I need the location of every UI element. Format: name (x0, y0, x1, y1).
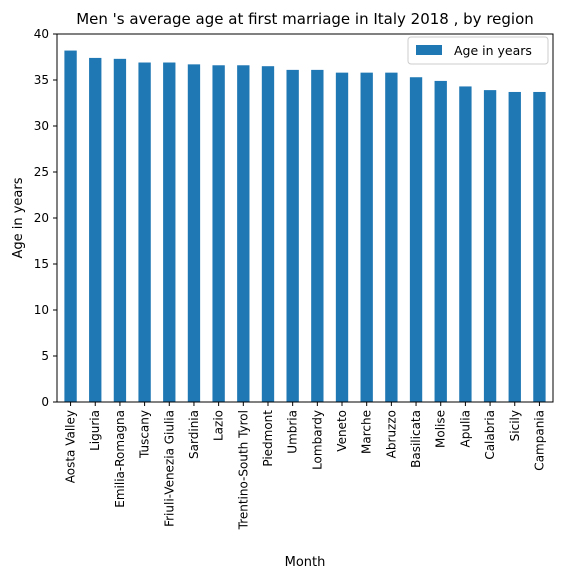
y-tick-label: 30 (34, 119, 49, 133)
x-axis: Aosta Valley Liguria Emilia-Romagna Tuscany… (64, 402, 546, 530)
x-tick-label: Umbria (286, 410, 300, 454)
bar (64, 50, 77, 403)
legend-swatch (416, 45, 442, 55)
bar (360, 72, 373, 402)
bar (89, 57, 102, 403)
x-tick-label: Abruzzo (384, 410, 398, 458)
y-tick-label: 5 (41, 349, 49, 363)
bar (237, 65, 250, 402)
bar (163, 62, 176, 403)
bar (113, 58, 127, 403)
chart-title: Men 's average age at first marriage in … (76, 10, 534, 28)
y-tick-label: 0 (41, 395, 49, 409)
x-tick-label: Sardinia (187, 410, 201, 459)
y-tick-label: 20 (34, 211, 49, 225)
bar (508, 91, 521, 403)
bar (459, 86, 472, 402)
x-tick-label: Campania (532, 410, 546, 471)
legend-label: Age in years (454, 43, 532, 58)
x-tick-label: Lombardy (310, 410, 324, 470)
x-tick-label: Apulia (458, 410, 472, 447)
x-tick-label: Veneto (335, 410, 349, 452)
y-tick-label: 35 (34, 73, 49, 87)
bar (212, 65, 225, 402)
bar (385, 72, 398, 402)
bars-layer (64, 50, 546, 403)
legend: Age in years (407, 36, 549, 65)
x-tick-label: Aosta Valley (64, 410, 78, 483)
x-tick-label: Lazio (212, 410, 226, 441)
x-tick-label: Marche (360, 410, 374, 454)
bar (311, 69, 324, 402)
x-axis-label: Month (285, 555, 326, 570)
x-tick-label: Sicily (508, 410, 522, 441)
bar (483, 90, 497, 403)
bar (286, 69, 299, 402)
x-tick-label: Basilicata (409, 410, 423, 468)
y-tick-label: 40 (34, 27, 49, 41)
bar (533, 91, 546, 403)
bar (187, 64, 201, 403)
bar (261, 66, 275, 402)
x-tick-label: Friuli-Venezia Giulia (162, 410, 176, 527)
x-tick-label: Piedmont (261, 410, 275, 467)
x-tick-label: Calabria (483, 410, 497, 460)
y-tick-label: 25 (34, 165, 49, 179)
bar (138, 62, 151, 403)
y-axis: 0 5 10 15 20 25 30 35 40 (34, 27, 57, 409)
x-tick-label: Emilia-Romagna (113, 410, 127, 508)
y-tick-label: 10 (34, 303, 49, 317)
x-tick-label: Liguria (88, 410, 102, 451)
legend-box (407, 36, 549, 65)
bar (434, 80, 447, 403)
plot-frame (56, 33, 554, 403)
x-tick-label: Tuscany (138, 410, 152, 459)
x-tick-label: Trentino-South Tyrol (236, 410, 250, 530)
bar (409, 77, 423, 403)
y-axis-label: Age in years (11, 177, 26, 258)
bar (335, 72, 349, 402)
y-tick-label: 15 (34, 257, 49, 271)
x-tick-label: Molise (434, 410, 448, 448)
